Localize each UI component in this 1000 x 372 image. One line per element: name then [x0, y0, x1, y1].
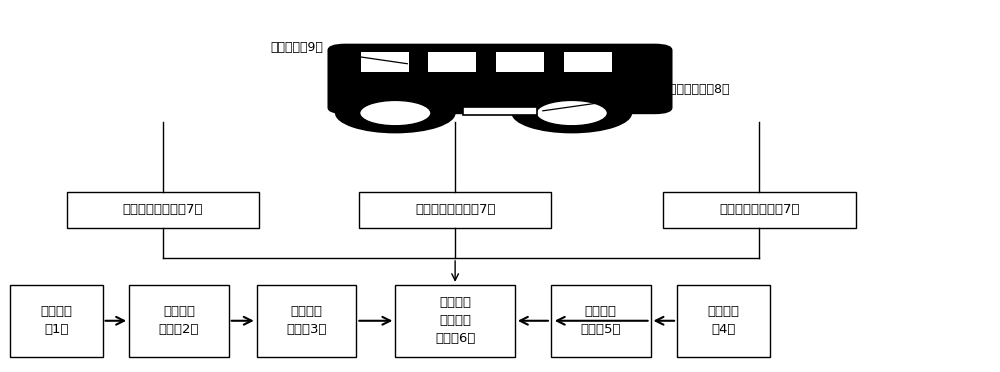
Ellipse shape [360, 100, 431, 126]
Text: 发射单元
切换控制
模块（6）: 发射单元 切换控制 模块（6） [435, 296, 475, 345]
Text: 电磁场发射单元（7）: 电磁场发射单元（7） [123, 203, 203, 217]
Bar [67, 192, 259, 228]
Bar [395, 285, 515, 357]
Text: 电动汽车（9）: 电动汽车（9） [271, 41, 408, 64]
Bar [10, 285, 103, 357]
FancyBboxPatch shape [332, 60, 366, 107]
Bar [463, 107, 537, 115]
Text: 电磁场发射单元（7）: 电磁场发射单元（7） [415, 203, 495, 217]
Text: 信号控制
模块（5）: 信号控制 模块（5） [580, 305, 621, 336]
Bar [551, 285, 651, 357]
Bar [361, 52, 409, 71]
Bar [257, 285, 356, 357]
Bar [677, 285, 770, 357]
Text: 电磁场发射单元（7）: 电磁场发射单元（7） [719, 203, 800, 217]
Bar [428, 52, 476, 71]
Text: 功率震荡
模块（3）: 功率震荡 模块（3） [286, 305, 327, 336]
Text: 定位模块
（4）: 定位模块 （4） [707, 305, 739, 336]
Bar [359, 192, 551, 228]
Ellipse shape [335, 93, 456, 134]
Ellipse shape [536, 100, 607, 126]
Bar [663, 192, 856, 228]
Text: 电源模块
（1）: 电源模块 （1） [40, 305, 72, 336]
Ellipse shape [511, 93, 632, 134]
Text: 电磁场接收单元（8）: 电磁场接收单元（8） [543, 83, 730, 111]
Text: 整流滤波
模块（2）: 整流滤波 模块（2） [159, 305, 199, 336]
FancyBboxPatch shape [327, 44, 673, 114]
Bar [496, 52, 544, 71]
Bar [564, 52, 612, 71]
Bar [129, 285, 229, 357]
